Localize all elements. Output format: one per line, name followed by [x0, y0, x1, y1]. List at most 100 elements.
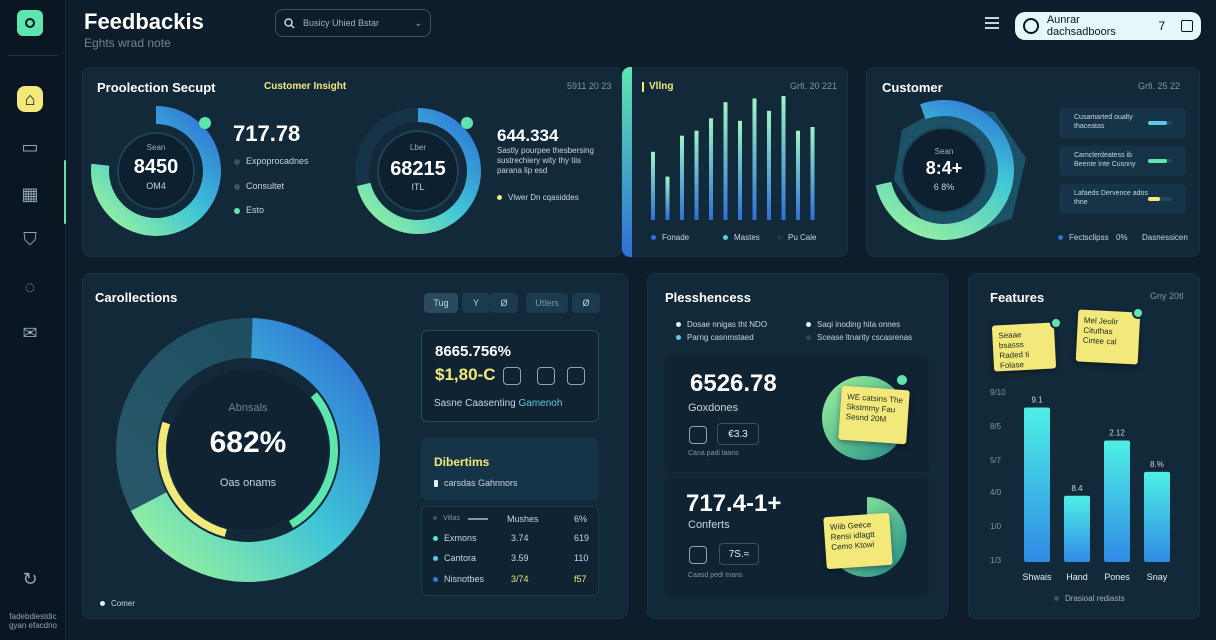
customer-metric-row[interactable]: Camclerdeatess ib Beente Inte Cusnny — [1059, 146, 1186, 176]
directions-title: Dibertims — [434, 455, 490, 469]
sidebar-footer-text: fadebdiestdic gyan efacdno — [8, 612, 58, 630]
viewing-date: Grfi. 20 221 — [790, 81, 838, 91]
features-category-label: Hand — [1066, 572, 1088, 582]
legend-item: Fectsclipss — [1058, 233, 1109, 242]
tab-more[interactable]: Ø — [572, 293, 600, 313]
features-bar-data-label: 2.12 — [1109, 429, 1125, 438]
collections-donut — [116, 318, 380, 582]
donut-label: Abnsals — [228, 402, 268, 414]
customer-ring-sub-label: 6 8% — [933, 182, 955, 192]
customer-ring-top-label: Sean — [934, 147, 954, 156]
legend-item: Parng casnmstaed — [676, 333, 754, 342]
legend-item: Esto — [234, 205, 264, 215]
collections-table — [421, 506, 599, 596]
viewing-bar — [723, 102, 728, 220]
calendar-icon[interactable] — [1181, 20, 1194, 32]
app-title: Feedbackis — [84, 9, 204, 34]
pin-icon — [1050, 317, 1062, 329]
legend-item: Consultet — [234, 181, 284, 191]
legend-item: Drasioal rediasts — [1054, 594, 1125, 603]
table-header-name: Vitlas — [433, 515, 460, 522]
tab-filter[interactable]: Ø — [490, 293, 518, 313]
stat-value-1: 8665.756% — [435, 343, 511, 360]
table-header-pct: 6% — [574, 514, 588, 524]
chart-icon[interactable] — [689, 546, 707, 564]
features-bar-data-label: 9.1 — [1031, 395, 1043, 404]
tab-utlers[interactable]: Utlers — [526, 293, 568, 313]
sticky-note[interactable]: Wiib Geece Rensi idlagtt Cemo Ktowi — [823, 512, 893, 570]
home-icon[interactable]: ⌂ — [17, 86, 43, 112]
sticky-note[interactable]: Seaae bsasss Raded ti Folase bataesty — [991, 322, 1057, 380]
legend-item: Scease ltnarity cscasrenas — [806, 333, 912, 342]
mail-icon[interactable]: ✉ — [22, 322, 38, 343]
table-row-pct: 619 — [574, 533, 590, 543]
search-icon — [284, 17, 295, 29]
menu-icon[interactable] — [985, 17, 999, 29]
features-category-label: Snay — [1147, 572, 1168, 582]
block2-icon-value: 7S.≈ — [719, 543, 759, 565]
features-bar-data-label: 8.% — [1150, 460, 1164, 469]
document-icon[interactable] — [567, 367, 585, 385]
y-axis-label: 1/0 — [990, 522, 1002, 531]
directions-panel — [421, 438, 599, 500]
customer-metric-progress — [1148, 121, 1168, 125]
production-description: Sastly pourpee thesbersing sustrechiery … — [497, 146, 594, 175]
viewing-bar — [796, 130, 800, 220]
customer-title: Customer — [882, 80, 943, 95]
table-header-value: Mushes — [507, 514, 539, 524]
user-menu[interactable]: Aunrar dachsadboors 7 — [1015, 12, 1201, 40]
customer-metric-progress — [1148, 159, 1168, 163]
customer-metric-row[interactable]: Lafaeds Dervence ados thne — [1059, 184, 1186, 214]
tab-y[interactable]: Y — [462, 293, 490, 313]
chart-icon[interactable] — [503, 367, 521, 385]
production-value-2: 644.334 — [497, 126, 559, 145]
chat-icon[interactable]: ◌ — [24, 276, 36, 297]
bag-icon[interactable]: ⛉ — [23, 228, 37, 249]
legend-item: Mastes — [723, 233, 760, 242]
inbox-icon[interactable]: ▭ — [21, 136, 39, 157]
viewing-bar-chart — [651, 96, 815, 220]
block1-value: 6526.78 — [690, 370, 777, 397]
app-logo-icon[interactable] — [17, 10, 43, 36]
lock-icon[interactable] — [537, 367, 555, 385]
sticky-note[interactable]: Mel Jeolir Cituthas Cirtee cal — [1075, 309, 1141, 365]
pleshenes-title: Plesshencess — [665, 290, 752, 305]
production-ring-2 — [355, 108, 481, 234]
viewing-card — [622, 67, 848, 257]
features-category-label: Pones — [1104, 572, 1130, 582]
sidebar-active-indicator — [64, 160, 66, 224]
viewing-title: Vllng — [649, 81, 674, 92]
customer-metric-progress — [1148, 197, 1160, 201]
features-bar — [1064, 495, 1090, 562]
chevron-down-icon[interactable]: ⌄ — [414, 17, 422, 28]
legend-item: Pu Cale — [777, 233, 816, 242]
viewing-bar — [810, 127, 815, 220]
table-row-name: Cantora — [433, 553, 476, 563]
table-row-value: 3.74 — [511, 533, 529, 543]
table-row-value: 3/74 — [511, 574, 529, 584]
table-row-value: 3.59 — [511, 553, 529, 563]
ring2-top-label: Lber — [409, 143, 426, 152]
chart-icon[interactable] — [689, 426, 707, 444]
tab-tug[interactable]: Tug — [424, 293, 458, 313]
production-ring-1 — [91, 106, 221, 236]
viewing-bar — [738, 120, 742, 220]
search-input[interactable]: Busicy Uhied Bstar — [303, 18, 380, 28]
legend-item: Expoprocadnes — [234, 156, 309, 166]
block1-icon-value: €3.3 — [717, 423, 759, 445]
viewing-bar — [781, 96, 786, 220]
customer-ring — [874, 100, 1026, 240]
features-title: Features — [990, 290, 1045, 305]
customer-metric-track — [1148, 197, 1172, 201]
customer-metric-row[interactable]: Cusamarted oualty thaceatas — [1059, 108, 1186, 138]
search-box[interactable]: Busicy Uhied Bstar ⌄ — [275, 9, 431, 37]
sticky-note[interactable]: WE catsins The Skstmmy Fau Sesnd 20M — [838, 385, 910, 445]
customer-metric-track — [1148, 159, 1172, 163]
y-axis-label: 4/0 — [990, 488, 1002, 497]
ring-badge — [199, 117, 211, 129]
reports-icon[interactable]: ▦ — [21, 183, 39, 204]
legend-item: Dosae nnigas tht NDO — [676, 320, 767, 329]
legend-item: Saqi inoding hita onnes — [806, 320, 900, 329]
user-name: Aunrar dachsadboors — [1046, 14, 1116, 38]
settings-icon[interactable]: ↻ — [22, 568, 38, 589]
